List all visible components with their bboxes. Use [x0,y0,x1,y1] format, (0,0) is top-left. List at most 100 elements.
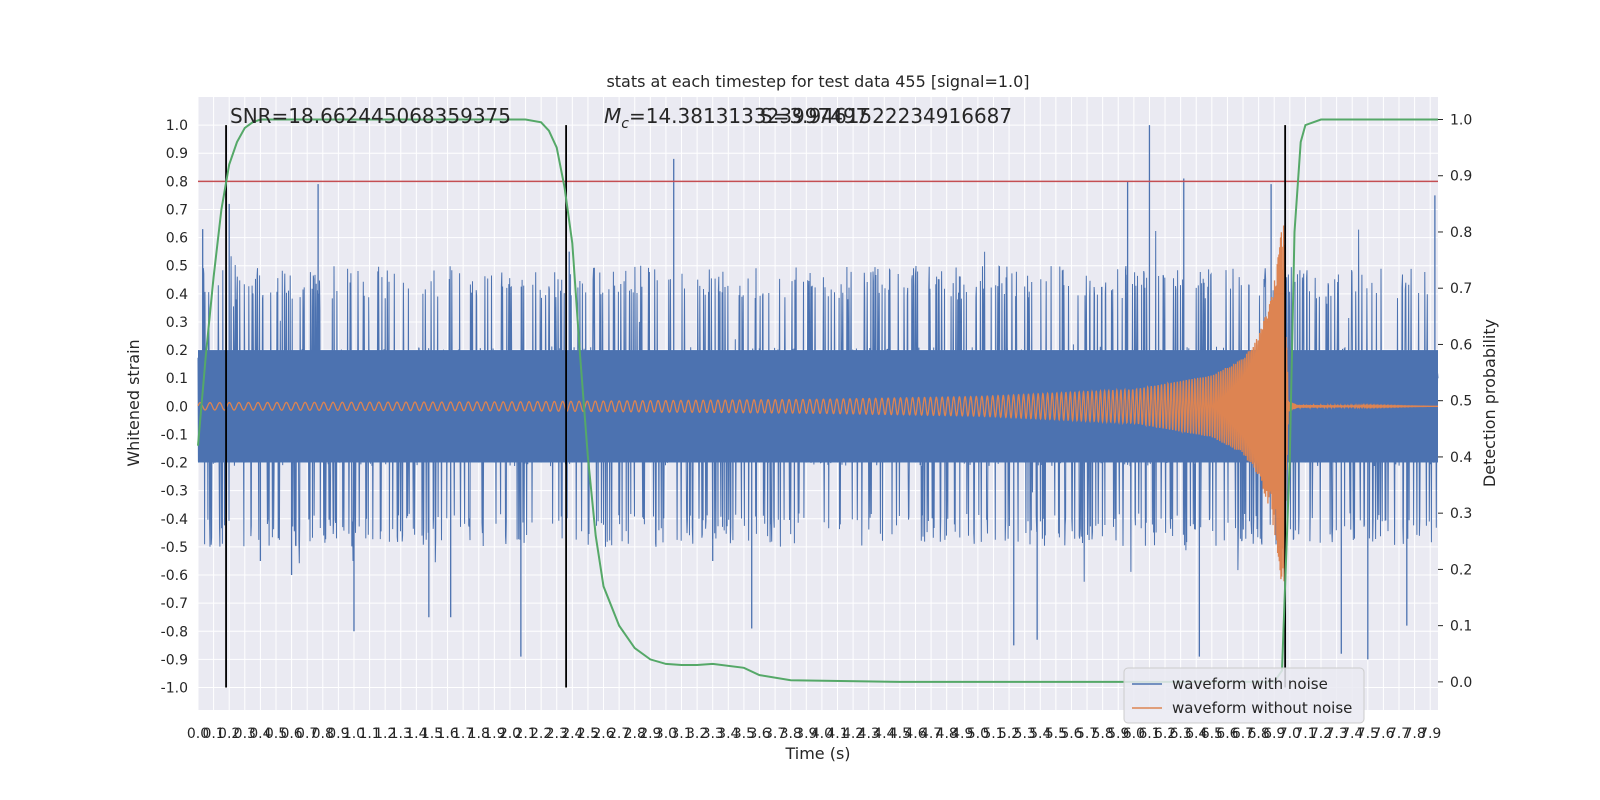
x-tick-label: 2.7 [608,726,630,742]
x-tick-label: 4.0 [811,726,833,742]
legend-box [1123,667,1365,724]
x-tick-label: 4.4 [873,726,895,742]
x-tick-label: 5.7 [1076,726,1098,742]
chart-title: stats at each timestep for test data 455… [606,72,1029,91]
y2-tick-label: 0.6 [1450,337,1472,353]
x-tick-label: 1.2 [374,726,396,742]
x-tick-label: 3.6 [748,726,770,742]
y-tick-label: 0.4 [166,287,188,303]
x-tick-label: 2.5 [577,726,599,742]
x-tick-label: 3.4 [717,726,739,742]
y-tick-label: -0.8 [161,624,188,640]
x-tick-label: 7.1 [1294,726,1316,742]
x-tick-label: 6.0 [1123,726,1145,742]
legend: waveform with noise waveform without noi… [1123,667,1365,724]
y-tick-label: -0.3 [161,484,188,500]
y-tick-label: 0.9 [166,146,188,162]
x-tick-label: 2.0 [499,726,521,742]
x-tick-label: 4.5 [889,726,911,742]
x-tick-label: 1.0 [343,726,365,742]
y-axis-label: Whitened strain [124,339,143,466]
x-tick-label: 7.3 [1325,726,1347,742]
x-tick-label: 2.6 [592,726,614,742]
x-tick-label: 5.0 [967,726,989,742]
y-tick-label: 0.7 [166,202,188,218]
x-tick-label: 1.7 [452,726,474,742]
y-tick-label: 0.6 [166,231,188,247]
x-tick-label: 7.2 [1310,726,1332,742]
snr-annotation: SNR=18.662445068359375 [230,104,511,128]
legend-label-noise: waveform with noise [1172,675,1328,693]
y-tick-label: 0.8 [166,174,188,190]
x-tick-label: 0.9 [327,726,349,742]
x-tick-label: 6.6 [1216,726,1238,742]
x-tick-label: 6.9 [1263,726,1285,742]
x-tick-label: 1.6 [436,726,458,742]
x-tick-label: 7.6 [1372,726,1394,742]
x-tick-label: 1.4 [405,726,427,742]
y-tick-label: 0.2 [166,343,188,359]
s-annotation: S=3.9461522234916687 [760,104,1012,128]
x-tick-label: 2.2 [530,726,552,742]
x-tick-label: 2.8 [624,726,646,742]
x-tick-label: 4.1 [826,726,848,742]
x-tick-label: 6.5 [1201,726,1223,742]
x-tick-label: 1.3 [390,726,412,742]
x-tick-label: 1.1 [358,726,380,742]
x-tick-label: 3.9 [795,726,817,742]
y-tick-label: 0.3 [166,315,188,331]
x-tick-label: 1.8 [468,726,490,742]
x-tick-label: 0.5 [265,726,287,742]
x-tick-label: 1.5 [421,726,443,742]
y-tick-label: 1.0 [166,118,188,134]
y-tick-label: 0.5 [166,259,188,275]
y-tick-label: 0.1 [166,371,188,387]
x-tick-label: 5.1 [982,726,1004,742]
x-tick-label: 5.8 [1092,726,1114,742]
tick-labels: 0.00.10.20.30.40.50.60.70.80.91.01.11.21… [161,112,1473,742]
x-tick-label: 5.4 [1029,726,1051,742]
y-tick-label: -0.6 [161,568,188,584]
x-tick-label: 7.8 [1403,726,1425,742]
x-tick-label: 1.9 [483,726,505,742]
y-tick-label: -0.4 [161,512,188,528]
y-tick-label: -0.7 [161,596,188,612]
x-tick-label: 5.9 [1107,726,1129,742]
x-tick-label: 4.6 [904,726,926,742]
y-tick-label: 0.0 [166,399,188,415]
y-tick-label: -0.1 [161,427,188,443]
y2-tick-label: 0.8 [1450,225,1472,241]
x-tick-label: 7.5 [1357,726,1379,742]
x-tick-label: 5.3 [1014,726,1036,742]
x-tick-label: 0.3 [234,726,256,742]
y-tick-label: -0.5 [161,540,188,556]
x-tick-label: 5.6 [1060,726,1082,742]
y2-tick-label: 0.5 [1450,394,1472,410]
x-tick-label: 3.2 [686,726,708,742]
x-tick-label: 6.7 [1232,726,1254,742]
y2-tick-label: 0.7 [1450,281,1472,297]
x-tick-label: 2.3 [546,726,568,742]
x-tick-label: 4.2 [842,726,864,742]
y2-tick-label: 0.2 [1450,562,1472,578]
x-tick-label: 4.7 [920,726,942,742]
x-tick-label: 4.3 [858,726,880,742]
x-tick-label: 0.4 [249,726,271,742]
x-tick-label: 0.7 [296,726,318,742]
clean-waveform-line [197,225,1438,582]
x-tick-label: 6.4 [1185,726,1207,742]
x-tick-label: 7.0 [1279,726,1301,742]
mc-annotation: Mc=14.381313323997497 [604,104,868,132]
legend-label-clean: waveform without noise [1172,699,1352,717]
x-tick-label: 2.1 [514,726,536,742]
x-tick-label: 5.5 [1045,726,1067,742]
x-tick-label: 3.0 [655,726,677,742]
x-tick-label: 0.8 [312,726,334,742]
x-tick-label: 3.5 [733,726,755,742]
x-tick-label: 0.6 [280,726,302,742]
x-tick-label: 7.9 [1419,726,1441,742]
x-tick-label: 4.8 [936,726,958,742]
x-axis-label: Time (s) [784,744,850,763]
x-tick-label: 3.8 [780,726,802,742]
